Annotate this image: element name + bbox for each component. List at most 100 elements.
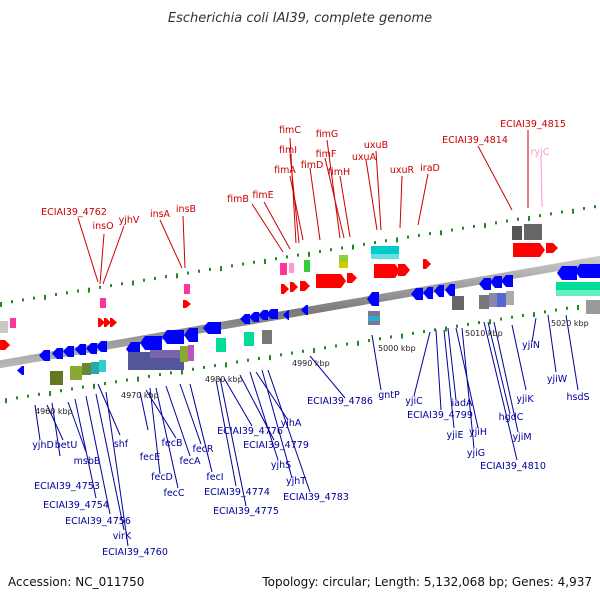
tick-mark [214, 364, 216, 368]
callout-line [179, 383, 202, 445]
reverse-gene-arrow [162, 330, 184, 344]
gene-label-reverse: ECIAI39_4756 [65, 516, 131, 527]
gene-label-reverse: hgdC [499, 412, 524, 423]
callout-line [547, 314, 557, 373]
tick-mark [594, 205, 596, 209]
gene-label-forward: fimA [274, 165, 296, 176]
gene-label-reverse: yjiH [469, 427, 487, 438]
callout-line [189, 383, 213, 473]
tick-mark [82, 385, 84, 389]
tick-mark [522, 313, 524, 317]
feature-box [91, 362, 99, 374]
callout-line [155, 387, 179, 489]
tick-mark [478, 321, 480, 325]
reverse-gene-arrow [140, 336, 162, 350]
gene-label-reverse: ECIAI39_4754 [43, 500, 109, 511]
gene-label-reverse: ECIAI39_4775 [213, 506, 279, 517]
feature-box [188, 345, 194, 361]
feature-box [280, 263, 287, 275]
gene-label-reverse: yjiM [512, 432, 531, 443]
tick-mark [467, 322, 469, 326]
tick-mark [418, 233, 420, 237]
callout-line [461, 327, 475, 449]
tick-mark [374, 241, 376, 245]
genome-track: 4960 kbp 4970 kbp 4980 kbp 4990 kbp 5000… [0, 119, 600, 558]
callout-line [326, 139, 341, 239]
callout-line [67, 401, 87, 453]
tick-mark [170, 371, 172, 375]
tick-mark [93, 383, 95, 389]
callout-line [447, 327, 457, 401]
gene-label-reverse: shf [114, 439, 129, 450]
tick-mark [225, 362, 227, 368]
gene-label-forward: fimH [328, 167, 350, 178]
gene-label-forward: uxuA [352, 152, 377, 163]
gene-label-forward: ECIAI39_4815 [500, 119, 566, 130]
gene-label-reverse: ECIAI39_4783 [283, 492, 349, 503]
tick-mark [495, 221, 497, 225]
tick-mark [104, 382, 106, 386]
gene-label-reverse: yjhS [271, 460, 291, 471]
tick-mark [511, 315, 513, 319]
gene-label-reverse: ECIAI39_4760 [102, 547, 168, 558]
callout-line [139, 391, 149, 431]
gene-label-forward: fimD [301, 160, 324, 171]
gene-label-forward: insB [176, 204, 196, 215]
tick-mark [517, 217, 519, 221]
callout-line [51, 402, 61, 457]
reverse-gene-arrow [249, 312, 259, 322]
callout-line [219, 377, 247, 507]
tick-mark [506, 219, 508, 223]
forward-gene-arrow [374, 264, 400, 278]
callout-line [249, 371, 279, 461]
feature-box [371, 254, 399, 259]
tick-mark [187, 271, 189, 275]
feature-box [497, 293, 506, 307]
gene-label-reverse: fecB [162, 438, 183, 449]
gene-label-reverse: fecR [192, 444, 213, 455]
tick-mark [247, 358, 249, 362]
reverse-gene-arrow [490, 276, 502, 288]
gene-label-forward: ryjC [531, 147, 550, 158]
tick-mark [368, 339, 370, 343]
tick-mark [412, 331, 414, 335]
feature-box [304, 260, 310, 272]
kbp-label: 5000 kbp [378, 344, 416, 353]
callout-line [540, 155, 543, 208]
callout-line [477, 145, 513, 211]
tick-mark [324, 346, 326, 350]
tick-mark [38, 392, 40, 396]
tick-mark [451, 228, 453, 232]
kbp-label: 4970 kbp [121, 391, 159, 400]
reverse-gene-arrow [301, 305, 308, 315]
tick-mark [148, 374, 150, 378]
tick-mark [176, 273, 178, 279]
feature-box [556, 290, 600, 296]
tick-mark [423, 330, 425, 334]
callout-line [182, 215, 186, 269]
tick-mark [313, 347, 315, 353]
tick-mark [66, 291, 68, 295]
genome-info-text: Topology: circular; Length: 5,132,068 bp… [261, 575, 592, 589]
gene-label-reverse: fecA [180, 456, 201, 467]
callout-line [565, 314, 579, 391]
tick-mark [132, 280, 134, 286]
reverse-gene-arrow [17, 366, 24, 375]
callout-line [85, 395, 111, 515]
callout-line [74, 398, 97, 499]
tick-mark [539, 214, 541, 218]
tick-mark [489, 319, 491, 325]
tick-mark [16, 396, 18, 400]
tick-mark [33, 296, 35, 300]
map-title: Escherichia coli IAI39, complete genome [168, 11, 432, 26]
reverse-gene-arrow [96, 341, 107, 352]
gene-label-reverse: hsdS [566, 392, 589, 403]
label-callouts [34, 130, 579, 547]
tick-mark [220, 266, 222, 272]
gene-label-reverse: ECIAI39_4779 [243, 440, 309, 451]
callout-line [165, 385, 191, 457]
tick-mark [198, 269, 200, 273]
gene-label-reverse: fecD [151, 472, 173, 483]
gene-label-forward: insA [150, 209, 171, 220]
tick-mark [346, 342, 348, 346]
